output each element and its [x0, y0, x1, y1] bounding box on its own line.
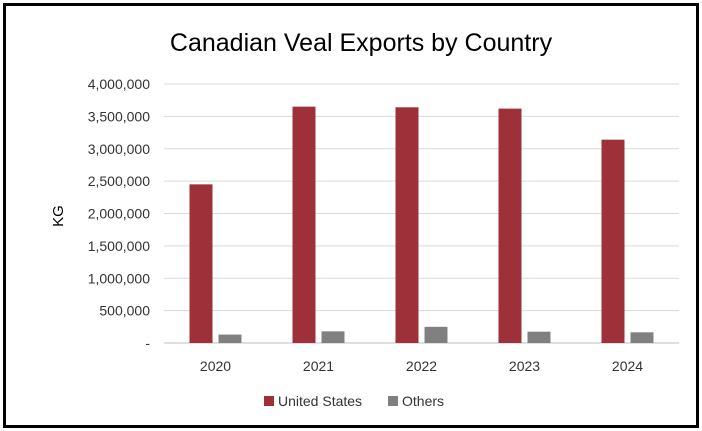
- x-tick-label: 2024: [612, 358, 643, 374]
- bar: [218, 334, 242, 343]
- bar: [601, 139, 625, 343]
- bar: [424, 326, 448, 343]
- legend-swatch: [264, 396, 274, 406]
- chart-frame: Canadian Veal Exports by Country KG - 500…: [3, 3, 699, 428]
- y-tick-label: -: [145, 335, 150, 351]
- y-tick-label: 1,000,000: [88, 270, 150, 286]
- y-tick-label: 3,500,000: [88, 108, 150, 124]
- bars: [189, 106, 654, 343]
- x-tick-label: 2023: [509, 358, 540, 374]
- legend: United States Others: [264, 393, 444, 409]
- bar: [498, 108, 522, 343]
- y-tick-label: 1,500,000: [88, 238, 150, 254]
- bar: [395, 107, 419, 343]
- bar-chart: Canadian Veal Exports by Country KG - 500…: [50, 29, 679, 409]
- legend-label: United States: [278, 393, 362, 409]
- bar: [189, 184, 213, 343]
- y-tick-label: 2,500,000: [88, 173, 150, 189]
- x-tick-label: 2021: [303, 358, 334, 374]
- y-axis-ticks: - 500,000 1,000,000 1,500,000 2,000,000 2,500…: [88, 76, 151, 351]
- bar: [527, 331, 551, 343]
- y-axis-title: KG: [50, 205, 67, 227]
- x-axis-ticks: 2020 2021 2022 2023 2024: [200, 358, 643, 374]
- y-tick-label: 4,000,000: [88, 76, 150, 92]
- y-tick-label: 500,000: [99, 303, 150, 319]
- chart-title: Canadian Veal Exports by Country: [170, 29, 553, 57]
- bar: [321, 331, 345, 343]
- y-tick-label: 3,000,000: [88, 141, 150, 157]
- y-tick-label: 2,000,000: [88, 206, 150, 222]
- x-tick-label: 2022: [406, 358, 437, 374]
- legend-label: Others: [402, 393, 444, 409]
- legend-swatch: [388, 396, 398, 406]
- bar: [630, 332, 654, 343]
- bar: [292, 106, 316, 343]
- x-tick-label: 2020: [200, 358, 231, 374]
- gridlines: [164, 83, 679, 344]
